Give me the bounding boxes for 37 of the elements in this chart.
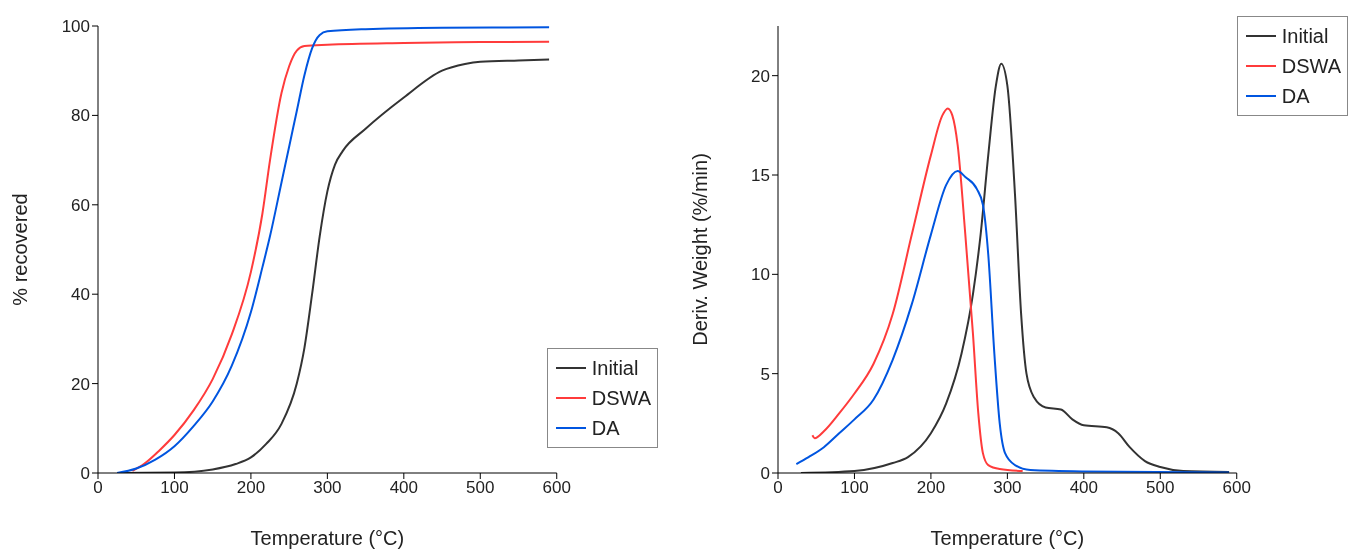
y-tick-label: 40 [71,285,90,305]
line-series [811,107,1024,473]
y-tick-label: 0 [80,464,90,484]
x-tick-label: 0 [93,478,103,498]
y-axis-title: Deriv. Weight (%/min) [689,153,712,346]
x-tick-label: 600 [542,478,571,498]
x-axis-title: Temperature (°C) [930,527,1085,549]
legend-label: DSWA [591,386,651,411]
y-tick-label: 0 [760,464,770,484]
x-tick-label: 200 [236,478,266,498]
legend-label: DSWA [1281,54,1341,79]
x-tick-label: 600 [1222,478,1251,498]
x-tick-label: 0 [773,478,783,498]
x-tick-label: 200 [916,478,946,498]
y-tick-label: 20 [71,374,90,394]
x-tick-label: 500 [466,478,495,498]
y-tick-label: 80 [71,106,90,126]
legend-label: DA [1281,84,1310,109]
x-tick-label: 300 [313,478,342,498]
legend-label: Initial [591,356,639,381]
legend-label: Initial [1281,24,1329,49]
y-tick-label: 20 [751,66,770,86]
y-tick-label: 100 [61,17,90,37]
line-series [795,170,1231,473]
y-tick-label: 10 [751,265,770,285]
x-tick-label: 400 [1069,478,1099,498]
y-tick-label: 60 [71,195,90,215]
x-tick-label: 100 [160,478,189,498]
x-tick-label: 300 [993,478,1022,498]
y-axis-title: % recovered [9,193,32,306]
y-tick-label: 15 [751,166,770,186]
x-tick-label: 400 [389,478,419,498]
y-tick-label: 5 [760,364,770,384]
x-tick-label: 500 [1146,478,1175,498]
x-tick-label: 100 [840,478,869,498]
x-axis-title: Temperature (°C) [250,527,405,549]
legend-label: DA [591,416,620,441]
